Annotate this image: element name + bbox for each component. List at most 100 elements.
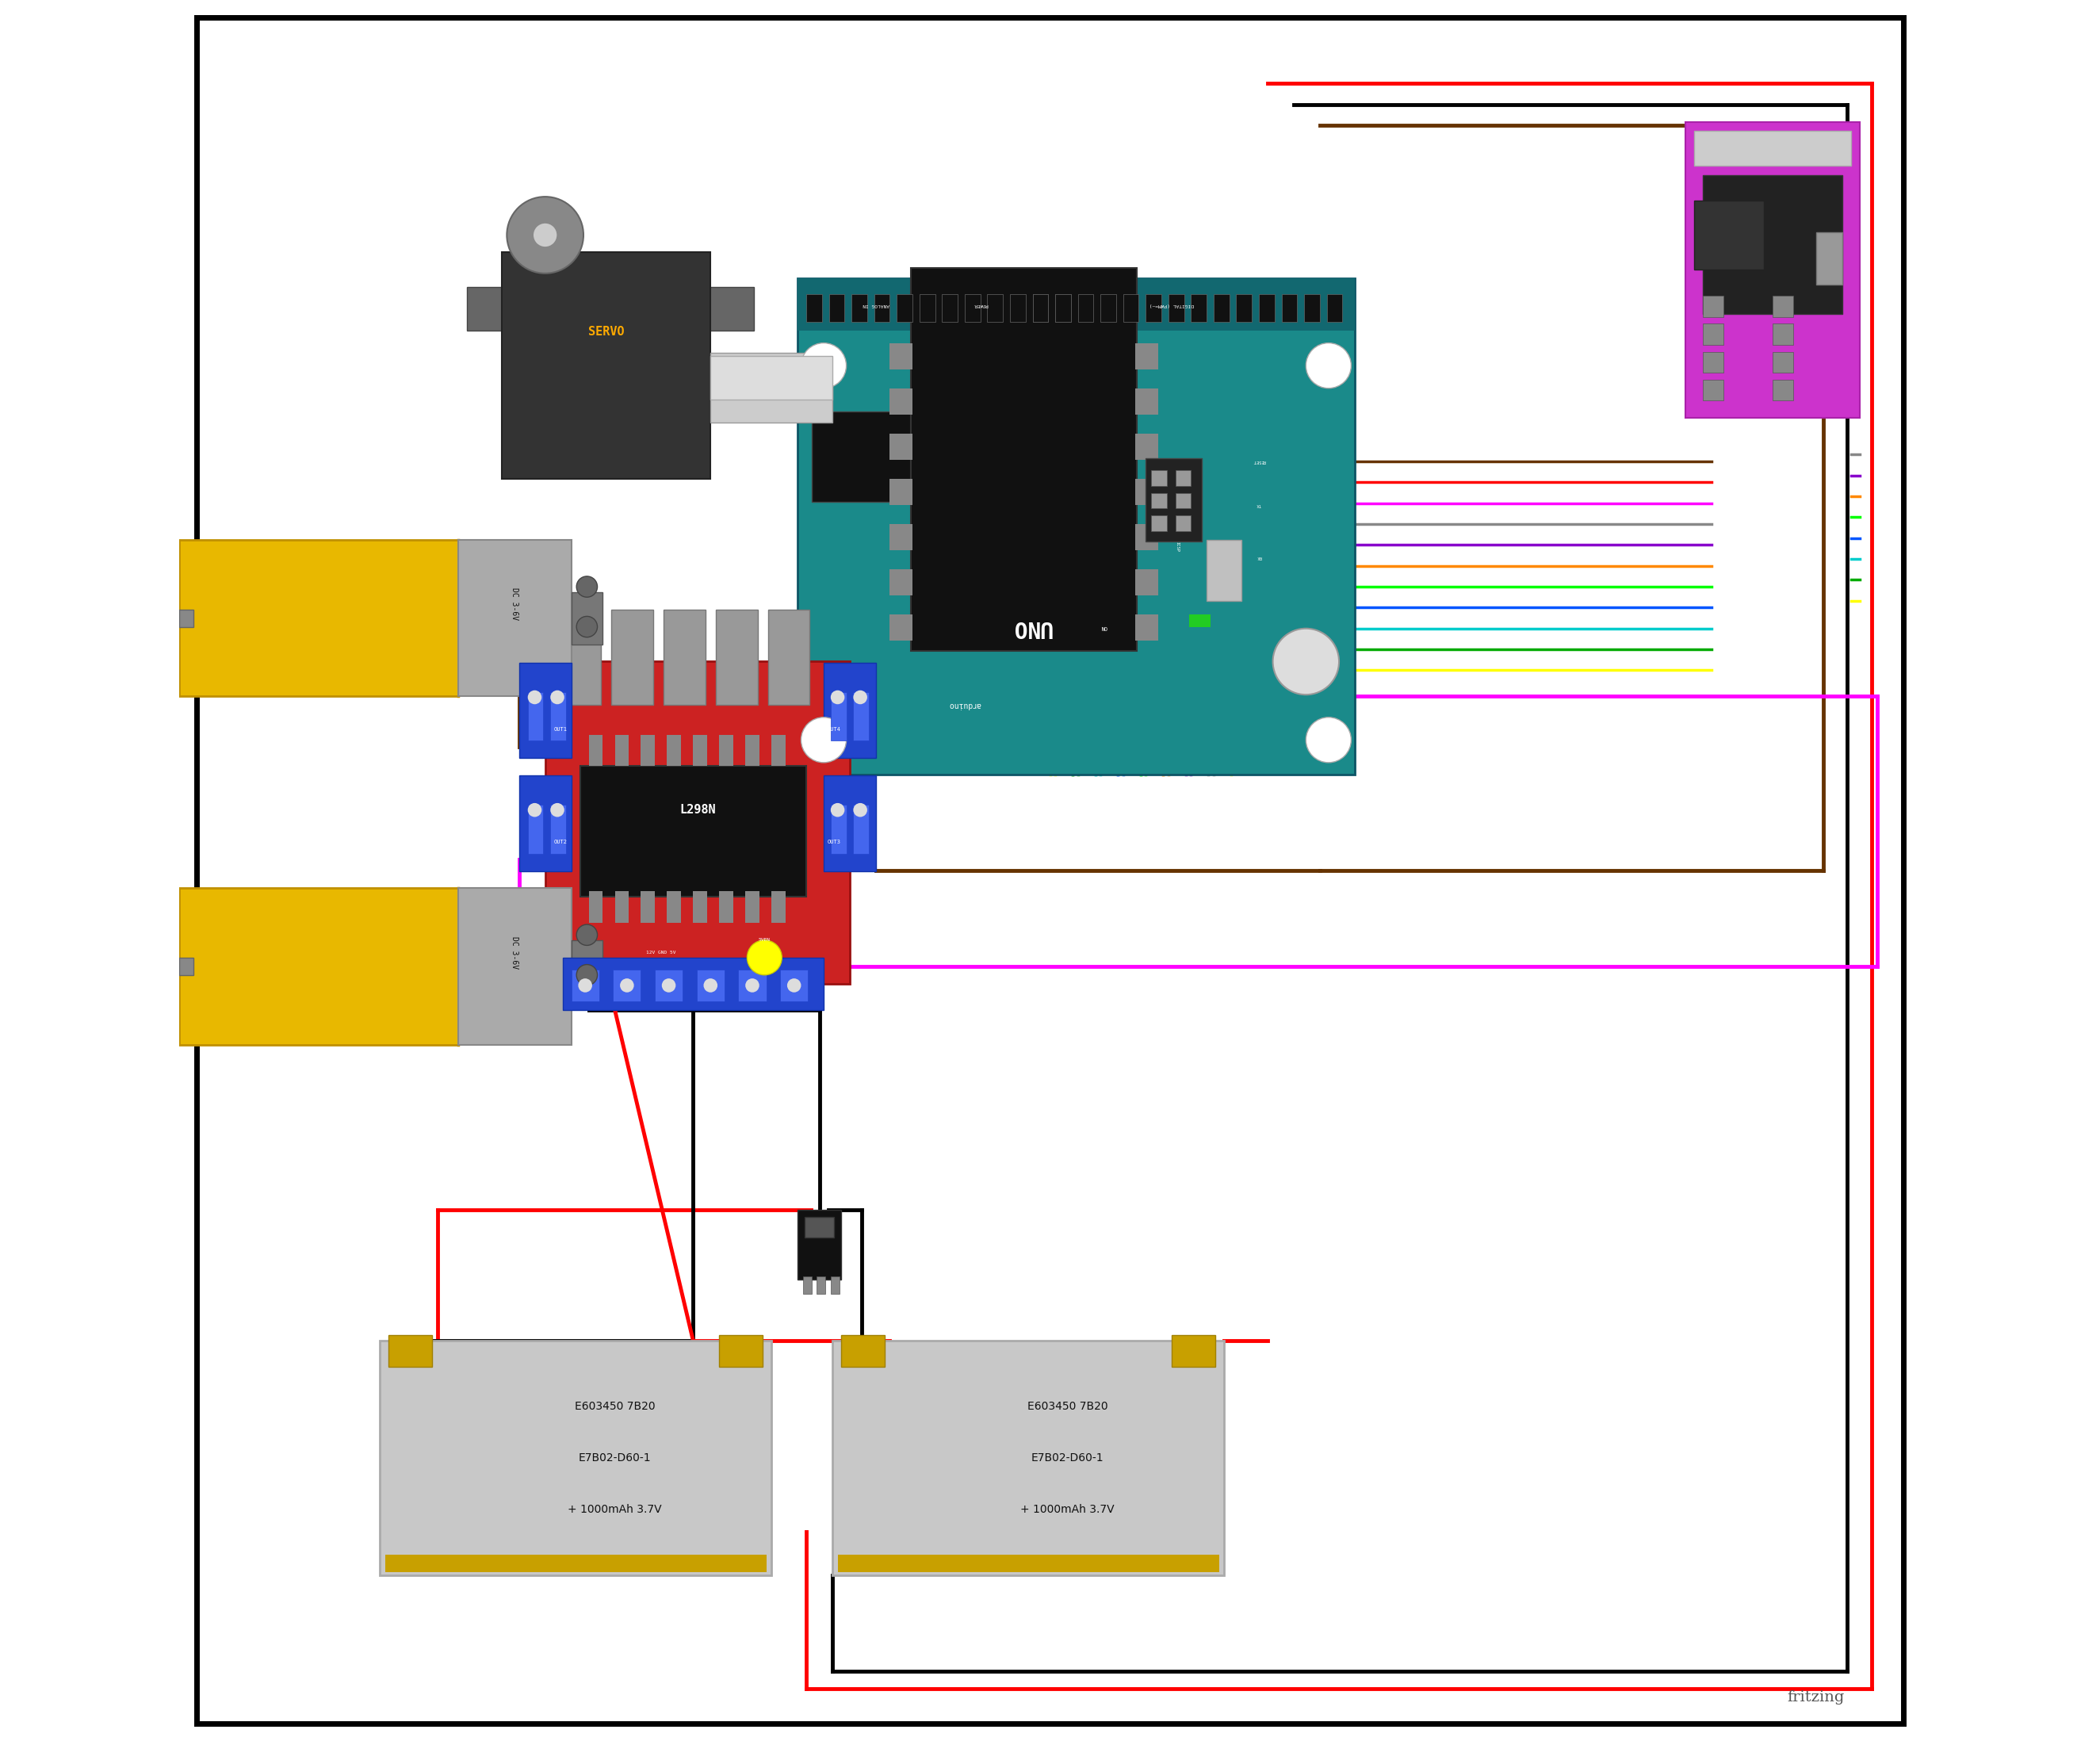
Text: E7B02-D60-1: E7B02-D60-1 [1031, 1452, 1105, 1464]
Bar [1703, 324, 1724, 345]
Bar [890, 388, 914, 414]
Bar [987, 294, 1004, 322]
Bar [550, 804, 567, 853]
Text: 5VEN: 5VEN [758, 938, 771, 942]
Bar [1054, 294, 1071, 322]
Bar [943, 294, 958, 322]
Bar [1136, 479, 1157, 505]
Bar [890, 615, 914, 641]
Bar [832, 1276, 840, 1294]
Text: fritzing: fritzing [1787, 1691, 1844, 1704]
Circle shape [533, 223, 556, 247]
Bar [664, 609, 706, 705]
Bar [1772, 324, 1793, 345]
Text: E603450 7B20: E603450 7B20 [1027, 1402, 1107, 1412]
Text: 12V GND 5V: 12V GND 5V [647, 951, 676, 954]
Bar [1237, 294, 1252, 322]
Bar [718, 891, 733, 923]
Circle shape [506, 197, 584, 273]
Bar [718, 735, 733, 766]
Bar [523, 209, 567, 252]
Circle shape [853, 803, 867, 817]
Bar [897, 294, 914, 322]
Circle shape [800, 717, 846, 763]
Text: SERVO: SERVO [588, 326, 624, 338]
Bar [640, 735, 655, 766]
Text: L298N: L298N [680, 804, 716, 815]
Bar [781, 970, 808, 1001]
Bar [181, 958, 193, 975]
Text: RESET: RESET [1252, 460, 1266, 463]
Text: OUT2: OUT2 [554, 839, 567, 844]
Bar [1136, 343, 1157, 369]
Bar [1147, 458, 1201, 541]
Bar [853, 691, 869, 742]
Circle shape [788, 978, 800, 992]
Bar [1054, 294, 1071, 322]
Bar [832, 1341, 1224, 1576]
Bar [519, 662, 571, 759]
Bar [890, 569, 914, 595]
Bar [832, 804, 846, 853]
Bar [458, 540, 571, 696]
Text: UNO: UNO [1012, 616, 1052, 637]
Circle shape [578, 924, 596, 945]
Bar [746, 891, 760, 923]
Circle shape [578, 576, 596, 597]
Bar [502, 252, 710, 479]
Circle shape [853, 689, 867, 705]
Circle shape [1273, 629, 1340, 695]
Bar [1168, 294, 1184, 322]
Bar [571, 940, 603, 992]
Bar [559, 609, 601, 705]
Bar [771, 891, 785, 923]
Bar [964, 294, 981, 322]
Bar [798, 1210, 842, 1280]
Text: ICSP: ICSP [1176, 541, 1178, 552]
Bar [1136, 388, 1157, 414]
Circle shape [800, 343, 846, 388]
Bar [1151, 470, 1168, 486]
Bar [874, 294, 890, 322]
Text: E603450 7B20: E603450 7B20 [575, 1402, 655, 1412]
Bar [746, 735, 760, 766]
Circle shape [704, 978, 718, 992]
Bar [1176, 515, 1191, 531]
Bar [1151, 493, 1168, 508]
Bar [655, 970, 682, 1001]
Bar [1281, 294, 1298, 322]
Circle shape [619, 978, 634, 992]
Bar [1189, 615, 1210, 627]
Bar [615, 891, 628, 923]
Bar [1176, 493, 1191, 508]
Bar [842, 1335, 884, 1367]
Bar [1703, 380, 1724, 400]
Bar [546, 662, 850, 984]
Bar [1172, 1335, 1216, 1367]
Bar [890, 524, 914, 550]
Bar [1686, 122, 1858, 418]
Bar [458, 888, 571, 1045]
Bar [802, 1276, 811, 1294]
Bar [823, 662, 876, 759]
Text: OUT4: OUT4 [827, 726, 842, 731]
Circle shape [1306, 717, 1350, 763]
Bar [1033, 294, 1048, 322]
Bar [890, 434, 914, 460]
Bar [550, 691, 567, 742]
Bar [1816, 232, 1842, 284]
Circle shape [748, 940, 781, 975]
Bar [890, 343, 914, 369]
Bar [823, 775, 876, 870]
Bar [1695, 131, 1850, 165]
Text: TX: TX [1256, 503, 1262, 507]
Bar [811, 411, 968, 501]
Circle shape [550, 689, 565, 705]
Bar [710, 355, 832, 400]
Bar [832, 691, 846, 742]
Bar [710, 352, 832, 423]
Bar [1033, 294, 1048, 322]
Bar [1136, 524, 1157, 550]
Bar [181, 609, 193, 627]
Bar [997, 414, 1086, 501]
